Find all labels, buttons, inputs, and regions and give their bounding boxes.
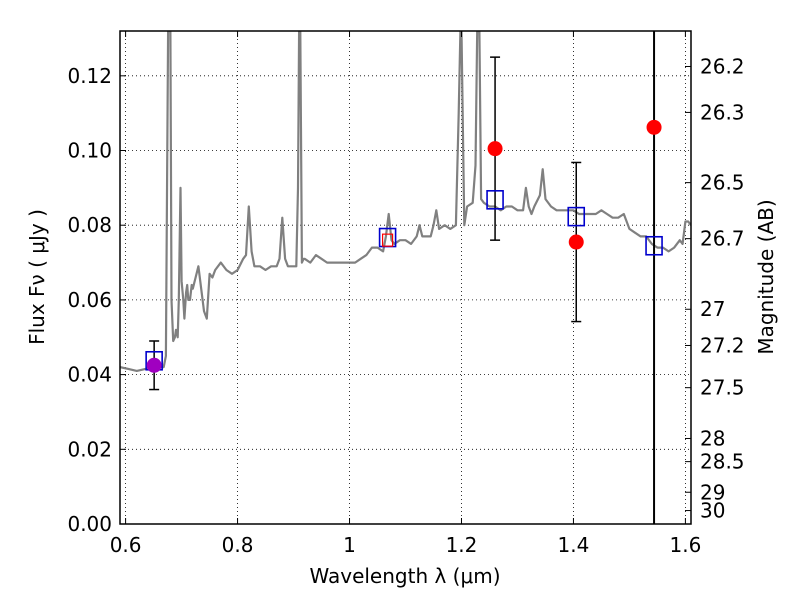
right-tick-label: 26.7 [700, 227, 745, 251]
x-tick-label: 0.6 [110, 533, 142, 557]
y-axis-label: Flux Fν ( μJy ) [25, 209, 49, 345]
right-tick-label: 27.2 [700, 333, 745, 357]
right-tick-label: 29 [700, 480, 725, 504]
model-square [486, 190, 504, 210]
grid [120, 31, 691, 525]
x-tick-label: 1 [343, 533, 356, 557]
right-tick-label: 27 [700, 297, 725, 321]
y-tick-label: 0.08 [67, 213, 112, 237]
y-tick-label: 0.00 [67, 512, 112, 536]
right-axis-label: Magnitude (AB) [754, 199, 778, 354]
y-tick-label: 0.02 [67, 437, 112, 461]
ticks: 0.6 0.8 1 1.2 1.4 1.6 0.00 0.02 0.04 0.06 0.08 0.10… [67, 31, 745, 557]
x-tick-label: 1.6 [669, 533, 701, 557]
y-tick-label: 0.12 [67, 64, 112, 88]
series-layer [120, 31, 691, 524]
x-tick-label: 1.2 [446, 533, 478, 557]
y-tick-label: 0.06 [67, 288, 112, 312]
observed-point [646, 119, 662, 135]
observed-point [146, 357, 162, 373]
x-axis-label: Wavelength λ (μm) [309, 564, 500, 588]
x-tick-label: 1.4 [558, 533, 590, 557]
right-tick-label: 26.5 [700, 171, 745, 195]
right-tick-label: 30 [700, 499, 725, 523]
right-tick-label: 28.5 [700, 450, 745, 474]
right-tick-label: 27.5 [700, 376, 745, 400]
plot-frame [119, 30, 692, 525]
x-tick-label: 0.8 [222, 533, 254, 557]
y-tick-label: 0.10 [67, 139, 112, 163]
observed-point [568, 234, 584, 250]
right-tick-label: 26.2 [700, 54, 745, 78]
observed-point [381, 233, 394, 247]
right-tick-label: 28 [700, 426, 725, 450]
spectrum-line [120, 31, 691, 372]
right-tick-label: 26.3 [700, 100, 745, 124]
y-tick-label: 0.04 [67, 363, 112, 387]
observed-point [487, 141, 503, 157]
model-square [567, 206, 586, 227]
model-square [645, 235, 663, 256]
